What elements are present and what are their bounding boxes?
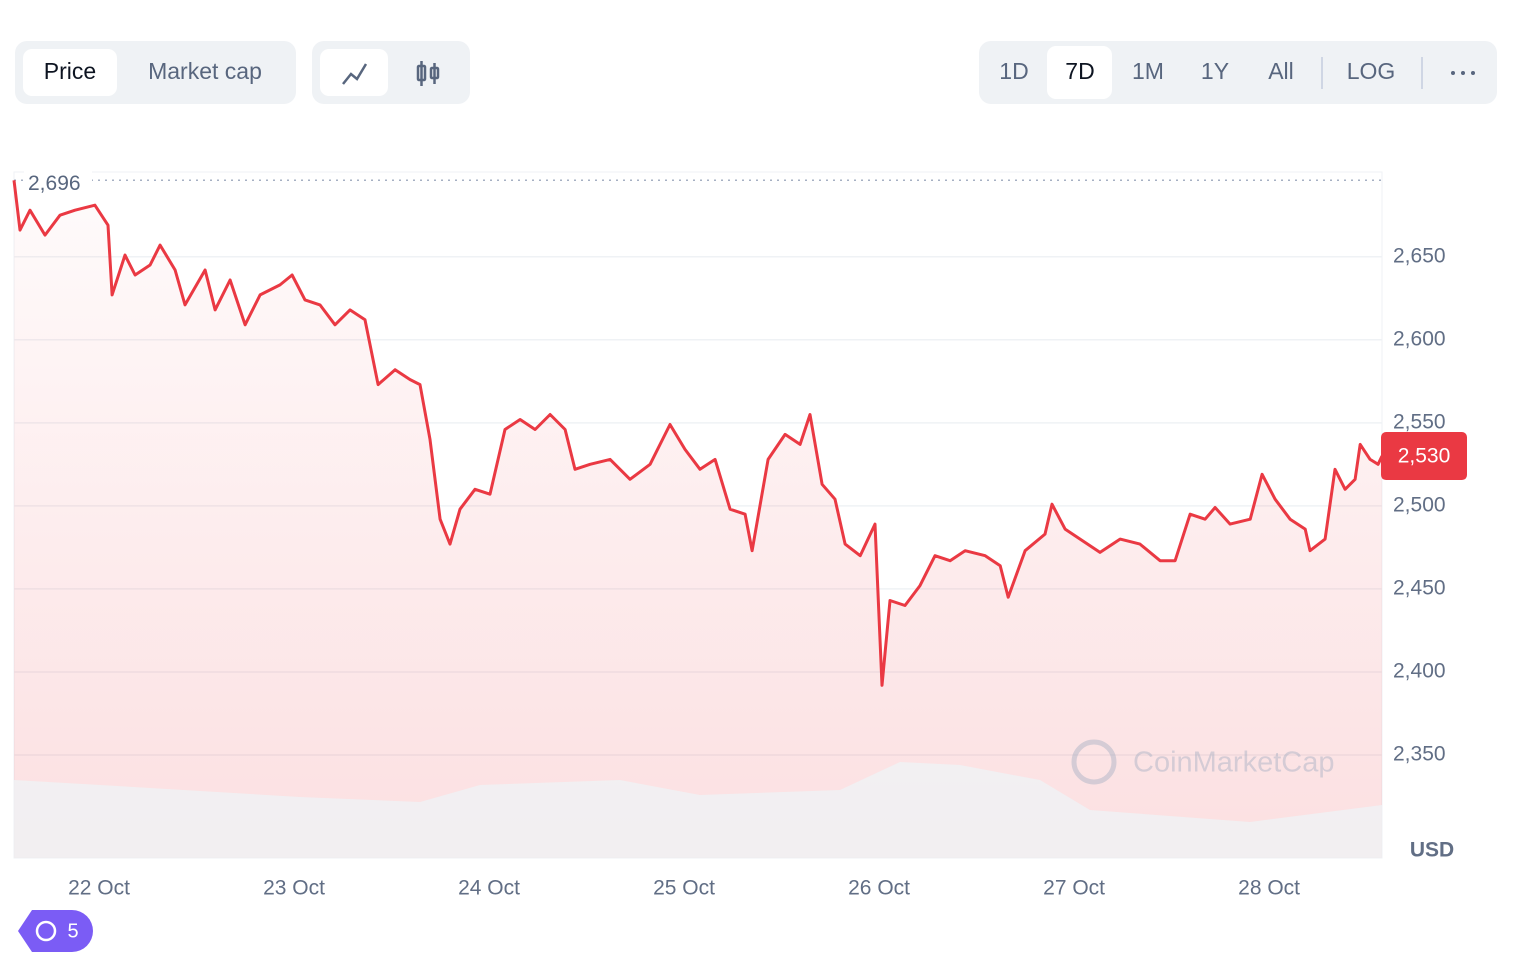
y-tick-label: 2,450 <box>1393 576 1446 599</box>
y-tick-label: 2,600 <box>1393 327 1446 350</box>
log-button[interactable]: LOG <box>1347 58 1396 84</box>
y-unit: USD <box>1410 839 1454 862</box>
max-label-bg <box>24 166 92 195</box>
history-count: 5 <box>67 920 78 942</box>
x-tick-label: 22 Oct <box>68 877 130 900</box>
watermark: CoinMarketCap <box>1071 739 1334 785</box>
range-button[interactable]: 7D <box>1065 58 1094 84</box>
y-tick-label: 2,400 <box>1393 660 1446 683</box>
max-label: 2,696 <box>28 172 81 195</box>
line-icon <box>342 63 368 85</box>
history-icon <box>35 920 57 942</box>
y-tick-label: 2,350 <box>1393 743 1446 766</box>
range-button[interactable]: All <box>1268 58 1294 84</box>
plot <box>12 179 1384 859</box>
area <box>14 180 1382 859</box>
range-active[interactable] <box>1047 46 1112 99</box>
x-tick-label: 25 Oct <box>653 877 715 900</box>
more-button[interactable] <box>1451 71 1475 75</box>
last-price-label: 2,530 <box>1398 445 1451 468</box>
last-price-tag <box>1381 432 1467 481</box>
y-tick-label: 2,500 <box>1393 493 1446 516</box>
y-tick-label: 2,550 <box>1393 410 1446 433</box>
candle-icon[interactable] <box>416 61 440 86</box>
tab-price[interactable]: Price <box>44 58 96 84</box>
x-tick-label: 26 Oct <box>848 877 910 900</box>
price-line <box>12 180 1384 687</box>
x-tick-label: 27 Oct <box>1043 877 1105 900</box>
tab-market-cap[interactable]: Market cap <box>148 58 262 84</box>
tab-active[interactable] <box>23 49 117 96</box>
x-tick-label: 23 Oct <box>263 877 325 900</box>
line-chart-button[interactable] <box>320 49 388 96</box>
watermark-text: CoinMarketCap <box>1133 747 1334 779</box>
y-tick-label: 2,650 <box>1393 244 1446 267</box>
x-tick-label: 24 Oct <box>458 877 520 900</box>
range-button[interactable]: 1M <box>1132 58 1164 84</box>
range-button[interactable]: 1D <box>999 58 1028 84</box>
range-button[interactable]: 1Y <box>1201 58 1229 84</box>
volume-area <box>14 762 1382 858</box>
x-tick-label: 28 Oct <box>1238 877 1300 900</box>
